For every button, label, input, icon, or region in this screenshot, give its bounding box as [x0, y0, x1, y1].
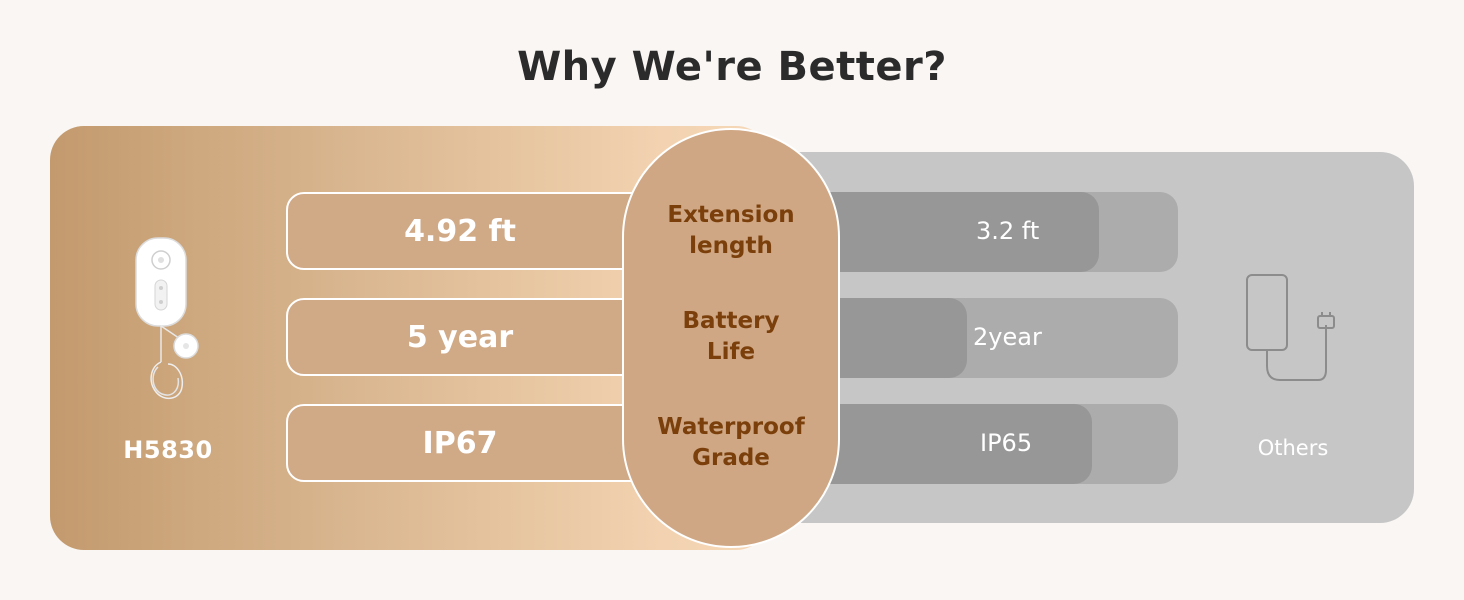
feature-waterproof-grade: Waterproof Grade [622, 412, 840, 474]
feature-extension-length: Extension length [622, 200, 840, 262]
ours-value-battery: 5 year [286, 298, 666, 376]
ours-value-battery-text: 5 year [406, 319, 514, 355]
others-bar-fill-extension [790, 192, 1099, 272]
feature-extension-line1: Extension [667, 202, 795, 228]
ours-value-extension-text: 4.92 ft [404, 213, 516, 249]
feature-battery-life: Battery Life [622, 306, 840, 368]
others-value-waterproof: IP65 [980, 429, 1033, 457]
others-value-extension: 3.2 ft [976, 217, 1040, 245]
generic-sensor-outline-icon [1246, 274, 1335, 381]
others-bar-fill-waterproof [790, 404, 1092, 484]
feature-waterproof-line2: Grade [692, 445, 770, 471]
water-leak-sensor-device-icon [135, 237, 199, 399]
ours-value-waterproof: IP67 [286, 404, 666, 482]
feature-capsule [622, 128, 840, 548]
ours-product-label: H5830 [123, 436, 213, 464]
others-value-battery: 2year [973, 323, 1042, 351]
ours-value-waterproof-text: IP67 [422, 425, 498, 461]
feature-extension-line2: length [689, 233, 773, 259]
feature-battery-line1: Battery [682, 308, 780, 334]
feature-waterproof-line1: Waterproof [657, 414, 805, 440]
feature-battery-line2: Life [706, 339, 756, 365]
page-title: Why We're Better? [517, 44, 947, 90]
ours-value-extension: 4.92 ft [286, 192, 666, 270]
others-product-label: Others [1257, 436, 1329, 460]
